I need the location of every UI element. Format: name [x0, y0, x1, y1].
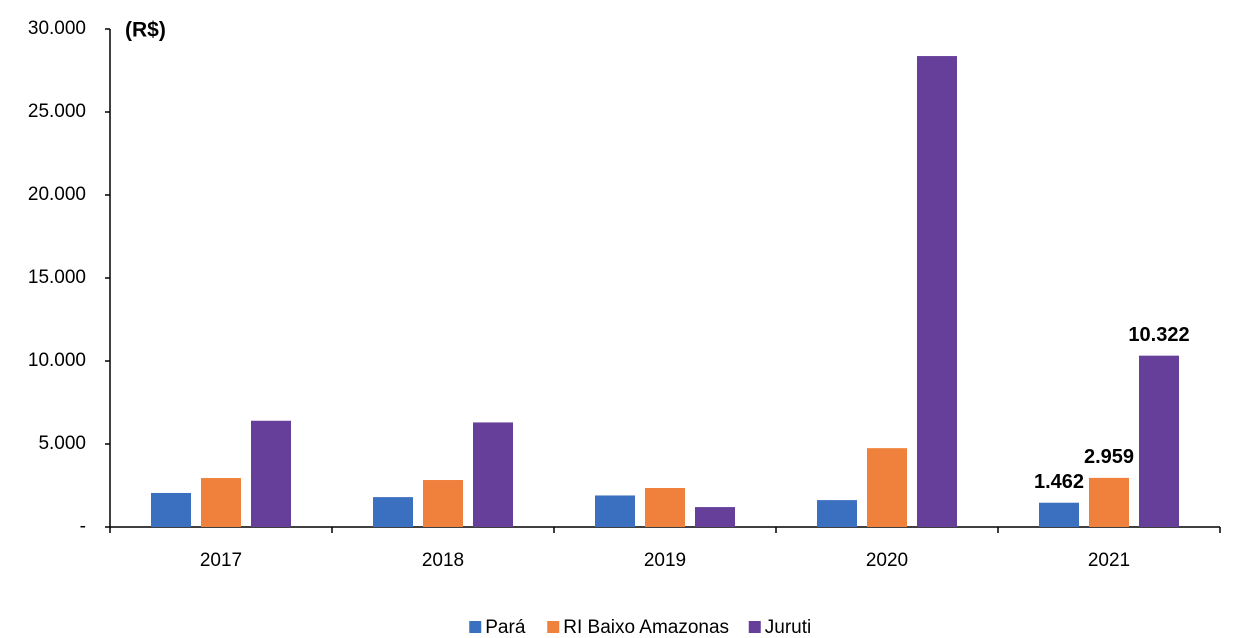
legend-swatch	[748, 621, 761, 633]
y-tick-label: 15.000	[28, 267, 86, 288]
bar	[423, 480, 463, 527]
y-tick-label: 30.000	[28, 18, 86, 39]
x-tick-label: 2020	[866, 550, 908, 571]
legend-label: Pará	[485, 617, 526, 638]
bar	[151, 492, 191, 527]
x-tick-label: 2021	[1088, 550, 1130, 571]
legend-label: Juruti	[765, 617, 811, 638]
legend-swatch	[469, 621, 482, 633]
bar	[1039, 502, 1079, 527]
y-tick-label: 5.000	[38, 433, 86, 454]
bar	[473, 422, 513, 527]
bar	[595, 495, 635, 527]
y-tick-label: -	[80, 516, 86, 537]
bar	[695, 507, 735, 527]
x-tick-label: 2017	[200, 550, 242, 571]
legend-label: RI Baixo Amazonas	[563, 617, 729, 638]
bar	[867, 448, 907, 527]
bar	[373, 497, 413, 527]
bar	[645, 487, 685, 527]
bar	[1089, 477, 1129, 527]
y-tick-label: 20.000	[28, 184, 86, 205]
y-tick-label: 25.000	[28, 101, 86, 122]
value-label: 10.322	[1128, 324, 1189, 346]
value-label: 2.959	[1084, 446, 1134, 468]
bar	[1139, 355, 1179, 527]
axis-unit: (R$)	[125, 19, 166, 42]
bar	[817, 500, 857, 527]
y-tick-label: 10.000	[28, 350, 86, 371]
bar	[251, 420, 291, 527]
x-tick-label: 2019	[644, 550, 686, 571]
bar	[201, 478, 241, 527]
x-tick-label: 2018	[422, 550, 464, 571]
value-label: 1.462	[1034, 471, 1084, 493]
legend-swatch	[547, 621, 560, 633]
bar	[917, 56, 957, 528]
